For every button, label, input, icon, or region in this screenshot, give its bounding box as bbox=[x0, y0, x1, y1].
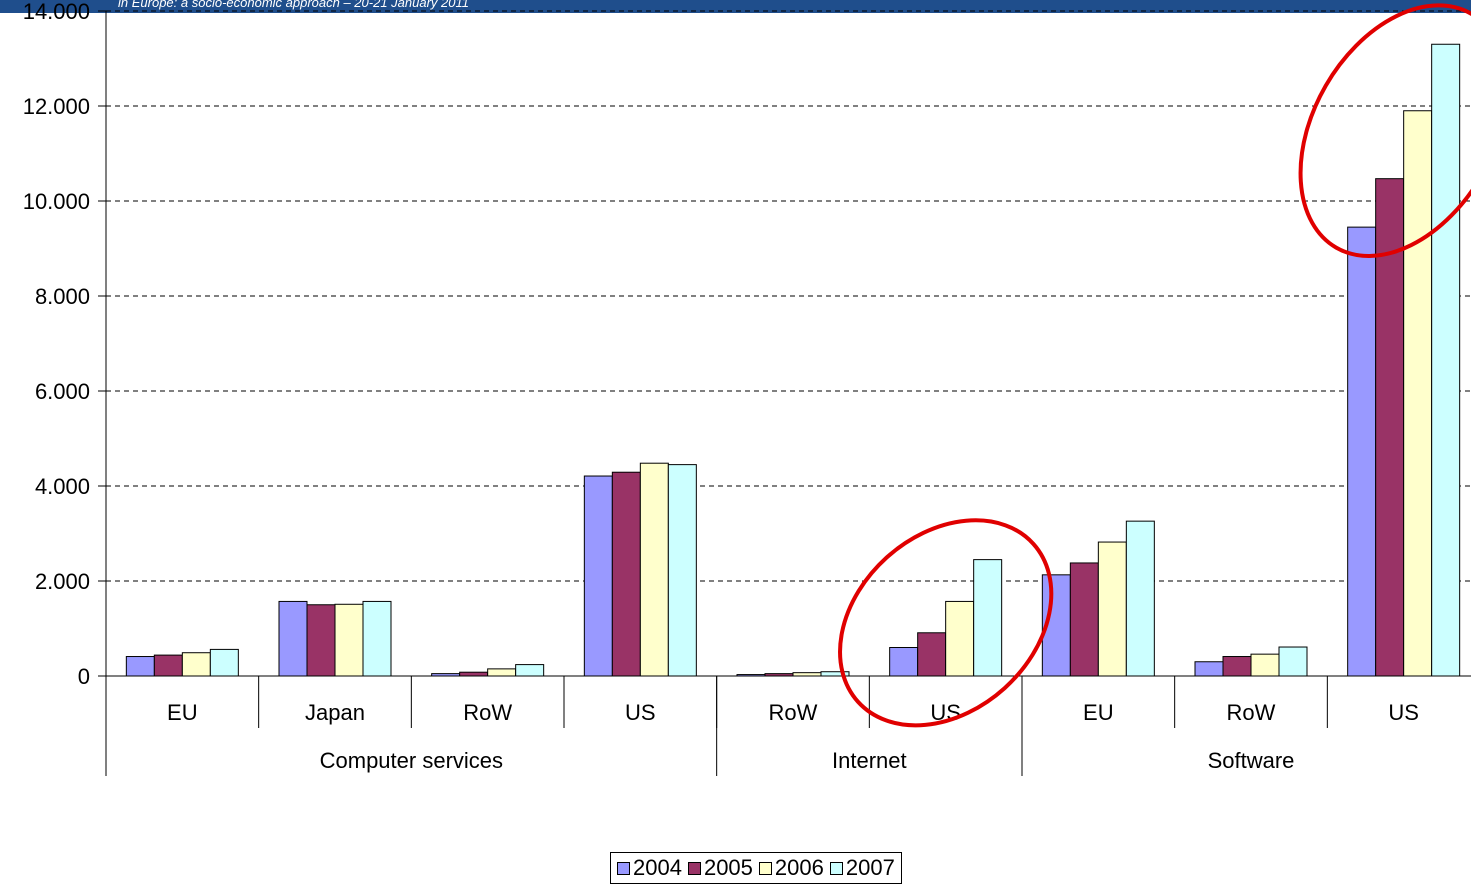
group-label: Internet bbox=[832, 748, 907, 773]
x-tick-label: Japan bbox=[305, 700, 365, 725]
legend-label: 2004 bbox=[633, 855, 682, 880]
bar bbox=[125, 656, 155, 677]
y-tick-label: 14.000 bbox=[23, 0, 90, 24]
bar bbox=[973, 559, 1003, 677]
bar bbox=[1097, 541, 1127, 677]
x-tick-label: RoW bbox=[1227, 700, 1276, 725]
legend-label: 2005 bbox=[703, 855, 753, 880]
bar bbox=[1278, 646, 1308, 677]
legend-item: 2006 bbox=[758, 855, 824, 881]
x-tick-label: RoW bbox=[769, 700, 818, 725]
bar bbox=[917, 632, 947, 677]
highlight-ellipse bbox=[838, 518, 1054, 728]
bar bbox=[611, 471, 641, 677]
bar bbox=[1347, 226, 1377, 677]
highlight-ellipse bbox=[1298, 3, 1471, 258]
bar bbox=[1125, 520, 1155, 677]
bar bbox=[278, 600, 308, 677]
legend-swatch bbox=[617, 861, 630, 875]
bar bbox=[1250, 653, 1280, 677]
y-tick-label: 6.000 bbox=[35, 379, 90, 404]
bar bbox=[1222, 656, 1252, 677]
x-tick-label: EU bbox=[1083, 700, 1114, 725]
legend-item: 2005 bbox=[687, 855, 753, 881]
bar bbox=[459, 671, 489, 677]
bar bbox=[1431, 43, 1461, 677]
bar bbox=[1403, 110, 1433, 677]
y-tick-label: 12.000 bbox=[23, 94, 90, 119]
bar bbox=[1069, 562, 1099, 677]
x-tick-label: US bbox=[625, 700, 656, 725]
x-tick-label: RoW bbox=[463, 700, 512, 725]
bar bbox=[583, 475, 613, 677]
y-tick-label: 8.000 bbox=[35, 284, 90, 309]
legend-swatch bbox=[687, 861, 701, 875]
legend: 2004 2005 2006 2007 bbox=[610, 852, 902, 884]
group-label: Software bbox=[1208, 748, 1295, 773]
bar bbox=[362, 600, 392, 677]
y-tick-label: 0 bbox=[78, 664, 90, 689]
bar bbox=[153, 654, 183, 677]
bar bbox=[945, 600, 975, 677]
legend-item: 2004 bbox=[617, 855, 682, 881]
legend-swatch bbox=[758, 861, 772, 875]
banner-text: in Europe: a socio-economic approach – 2… bbox=[118, 0, 469, 10]
legend-label: 2006 bbox=[774, 855, 824, 880]
x-tick-label: US bbox=[1388, 700, 1419, 725]
x-tick-label: EU bbox=[167, 700, 198, 725]
bar bbox=[306, 604, 336, 677]
bar bbox=[515, 664, 545, 677]
header-banner: in Europe: a socio-economic approach – 2… bbox=[0, 0, 1471, 13]
legend-item: 2007 bbox=[829, 855, 895, 881]
y-tick-label: 4.000 bbox=[35, 474, 90, 499]
bar bbox=[1194, 661, 1224, 677]
y-tick-label: 2.000 bbox=[35, 569, 90, 594]
bar bbox=[639, 462, 669, 677]
y-tick-label: 10.000 bbox=[23, 189, 90, 214]
legend-swatch bbox=[829, 861, 843, 875]
bar bbox=[209, 648, 239, 677]
bar bbox=[334, 603, 364, 677]
bar bbox=[889, 647, 919, 677]
legend-label: 2007 bbox=[845, 855, 895, 880]
bar bbox=[487, 668, 517, 677]
bar bbox=[667, 464, 697, 677]
group-label: Computer services bbox=[320, 748, 503, 773]
bar bbox=[181, 652, 211, 677]
